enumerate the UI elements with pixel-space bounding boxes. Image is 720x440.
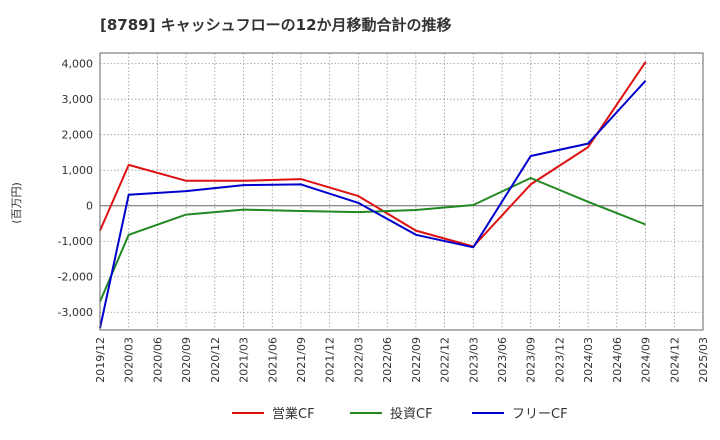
x-tick-label: 2023/03 bbox=[467, 337, 480, 383]
legend-label: フリーCF bbox=[512, 407, 568, 422]
x-tick-label: 2022/03 bbox=[352, 337, 365, 383]
x-tick-label: 2019/12 bbox=[94, 337, 107, 383]
x-tick-label: 2020/09 bbox=[180, 337, 193, 383]
y-tick-label: 3,000 bbox=[62, 93, 94, 106]
x-tick-label: 2023/12 bbox=[553, 337, 566, 383]
x-tick-label: 2022/09 bbox=[410, 337, 423, 383]
y-tick-label: -1,000 bbox=[58, 235, 93, 248]
y-tick-label: -3,000 bbox=[58, 306, 93, 319]
x-tick-label: 2021/09 bbox=[295, 337, 308, 383]
x-tick-label: 2025/03 bbox=[697, 337, 710, 383]
legend-label: 投資CF bbox=[390, 406, 433, 422]
y-axis-label: (百万円) bbox=[10, 182, 23, 224]
y-tick-label: 1,000 bbox=[62, 164, 94, 177]
y-tick-label: -2,000 bbox=[58, 271, 93, 284]
legend-label: 営業CF bbox=[272, 406, 315, 422]
x-tick-label: 2024/12 bbox=[668, 337, 681, 383]
y-tick-labels: 4,000 3,000 2,000 1,000 0 -1,000 -2,000 -3,000 bbox=[58, 58, 93, 320]
x-tick-labels: 2019/12 2020/03 2020/06 2020/09 2020/12 2021/… bbox=[94, 337, 710, 383]
chart-title: [8789] キャッシュフローの12か月移動合計の推移 bbox=[100, 16, 452, 34]
y-tick-label: 4,000 bbox=[62, 58, 94, 71]
y-tick-label: 0 bbox=[86, 200, 93, 213]
x-tick-label: 2023/06 bbox=[496, 337, 509, 383]
series-line bbox=[99, 80, 647, 329]
grid-lines bbox=[100, 53, 703, 330]
x-tick-label: 2020/12 bbox=[209, 337, 222, 383]
x-tick-label: 2020/06 bbox=[151, 337, 164, 383]
x-tick-label: 2024/09 bbox=[640, 337, 653, 383]
plot-frame bbox=[99, 52, 704, 331]
legend-item: 営業CF bbox=[232, 406, 315, 422]
legend-item: 投資CF bbox=[350, 406, 433, 422]
x-tick-label: 2024/06 bbox=[611, 337, 624, 383]
x-tick-label: 2020/03 bbox=[123, 337, 136, 383]
x-tick-label: 2024/03 bbox=[582, 337, 595, 383]
series-line bbox=[99, 61, 647, 248]
x-tick-label: 2023/09 bbox=[525, 337, 538, 383]
x-tick-label: 2021/03 bbox=[238, 337, 251, 383]
x-tick-label: 2022/06 bbox=[381, 337, 394, 383]
x-tick-label: 2021/06 bbox=[266, 337, 279, 383]
legend: 営業CF 投資CF フリーCF bbox=[232, 406, 568, 422]
legend-item: フリーCF bbox=[472, 407, 568, 422]
x-tick-label: 2022/12 bbox=[439, 337, 452, 383]
y-tick-label: 2,000 bbox=[62, 129, 94, 142]
series-line bbox=[99, 177, 646, 302]
x-tick-label: 2021/12 bbox=[324, 337, 337, 383]
series-lines bbox=[99, 61, 647, 329]
